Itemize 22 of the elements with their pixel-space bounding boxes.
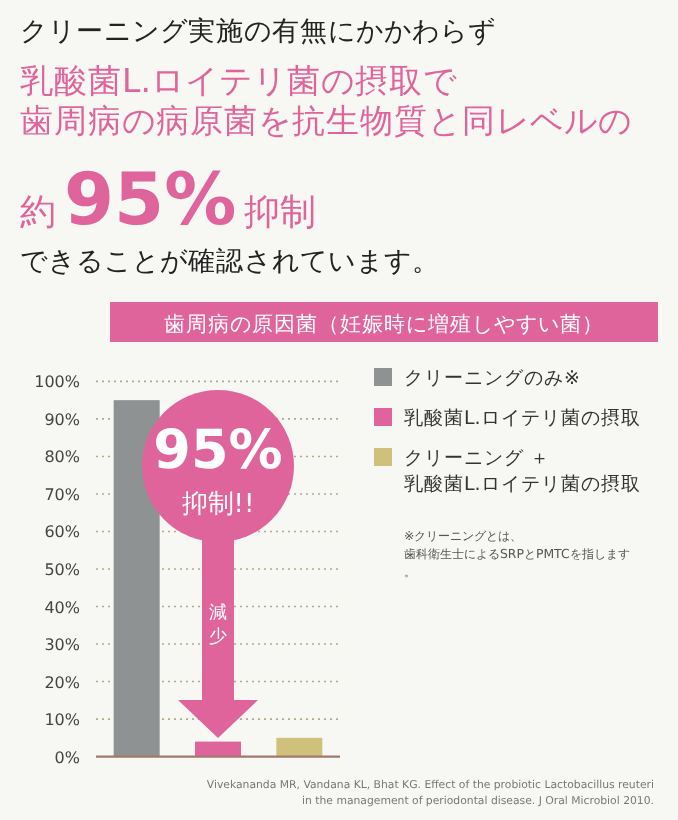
- y-tick-label: 60%: [44, 523, 81, 542]
- annotation: 抑制!!: [181, 490, 255, 520]
- y-tick-label: 50%: [44, 561, 81, 579]
- y-tick-label: 20%: [44, 673, 81, 692]
- text: できることが確認されています。: [20, 246, 440, 278]
- y-tick-label: 10%: [44, 711, 81, 730]
- y-tick-label: 90%: [44, 410, 81, 429]
- text: クリーニング実施の有無にかかわらず: [20, 16, 496, 48]
- y-tick-label: 0%: [54, 748, 81, 767]
- annotation: 95%: [153, 420, 283, 482]
- legend-label: クリーニングのみ※: [404, 368, 580, 390]
- legend-label: 乳酸菌L.ロイテリ菌の摂取: [404, 406, 641, 430]
- text: 乳酸菌L.ロイテリ菌の摂取で: [20, 62, 459, 100]
- y-tick-label: 100%: [34, 373, 81, 392]
- y-tick-label: 40%: [44, 598, 81, 617]
- y-tick-label: 70%: [44, 485, 81, 504]
- y-tick-label: 30%: [44, 636, 81, 655]
- y-tick-label: 80%: [44, 448, 81, 467]
- text: 歯周病の病原菌を抗生物質と同レベルの: [20, 102, 632, 140]
- text: 歯周病の原因菌（妊娠時に増殖しやすい菌）: [164, 311, 604, 337]
- annotation: 減少: [209, 602, 227, 648]
- legend-label: クリーニング ＋乳酸菌L.ロイテリ菌の摂取: [404, 448, 641, 496]
